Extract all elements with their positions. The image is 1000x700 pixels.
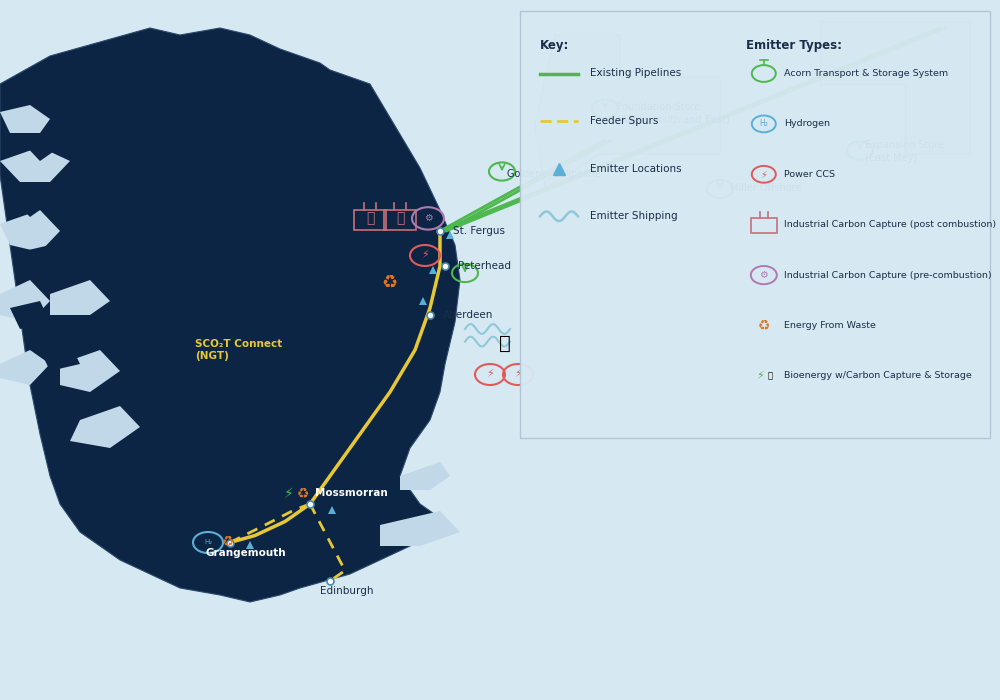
Polygon shape [0,105,50,133]
Text: Edinburgh: Edinburgh [320,587,374,596]
Text: Emitter Locations: Emitter Locations [590,164,682,174]
Text: ♻: ♻ [222,536,234,550]
Polygon shape [70,406,140,448]
Polygon shape [40,343,80,371]
Text: Miller Offshore: Miller Offshore [730,183,801,193]
Text: ⚡: ⚡ [514,370,522,379]
Polygon shape [380,511,460,546]
Text: Goldeneye Pipeline: Goldeneye Pipeline [507,169,601,178]
Polygon shape [10,189,50,217]
Polygon shape [535,35,720,189]
Text: Emitter Types:: Emitter Types: [746,38,842,52]
Polygon shape [0,280,50,322]
Text: H₂: H₂ [204,540,212,545]
Polygon shape [0,350,50,385]
Text: H₂: H₂ [759,120,768,128]
Text: ⬜: ⬜ [366,211,374,225]
Text: Bioenergy w/Carbon Capture & Storage: Bioenergy w/Carbon Capture & Storage [784,372,972,380]
Text: Emitter Shipping: Emitter Shipping [590,211,678,221]
Text: ⚡: ⚡ [756,371,764,381]
Text: Power CCS: Power CCS [784,170,835,178]
Text: ♻: ♻ [382,274,398,293]
Text: 🌿: 🌿 [767,372,772,380]
Text: Foundation Store
(Acorn South and East): Foundation Store (Acorn South and East) [617,102,730,125]
Text: Existing Pipelines: Existing Pipelines [590,69,681,78]
Text: ⚙: ⚙ [424,214,432,223]
Polygon shape [60,350,120,392]
Text: Energy From Waste: Energy From Waste [784,321,876,330]
Text: 🚢: 🚢 [499,333,511,353]
Text: ⬜: ⬜ [396,211,404,225]
Text: Feeder Spurs: Feeder Spurs [590,116,658,126]
Text: Peterhead: Peterhead [458,261,511,271]
Text: ⚡: ⚡ [486,370,494,379]
Polygon shape [20,133,60,161]
Polygon shape [50,280,110,315]
Polygon shape [0,28,460,602]
Text: Acorn Transport & Storage System: Acorn Transport & Storage System [784,69,948,78]
Polygon shape [0,210,60,252]
Text: ⚙: ⚙ [759,270,768,280]
Polygon shape [820,21,970,154]
Text: ⚡: ⚡ [421,251,429,260]
Text: ♻: ♻ [297,487,309,501]
Text: Industrial Carbon Capture (pre-combustion): Industrial Carbon Capture (pre-combustio… [784,271,991,279]
Polygon shape [400,462,450,490]
Text: Key:: Key: [540,38,569,52]
Text: Industrial Carbon Capture (post combustion): Industrial Carbon Capture (post combusti… [784,220,996,229]
Text: SCO₂T Connect
(NGT): SCO₂T Connect (NGT) [195,340,282,360]
Polygon shape [20,245,60,273]
Text: Hydrogen: Hydrogen [784,120,830,128]
Text: Grangemouth: Grangemouth [205,549,286,559]
Polygon shape [10,301,50,329]
Text: ⚡: ⚡ [760,169,767,179]
Text: ♻: ♻ [758,318,770,332]
Text: Mossmorran: Mossmorran [315,488,388,498]
Polygon shape [0,147,70,182]
Text: Aberdeen: Aberdeen [443,310,493,320]
Text: St. Fergus: St. Fergus [453,226,505,236]
Text: ⚡: ⚡ [284,487,294,501]
FancyBboxPatch shape [520,10,990,438]
Text: Expansion Store
(East Mey): Expansion Store (East Mey) [865,140,944,163]
